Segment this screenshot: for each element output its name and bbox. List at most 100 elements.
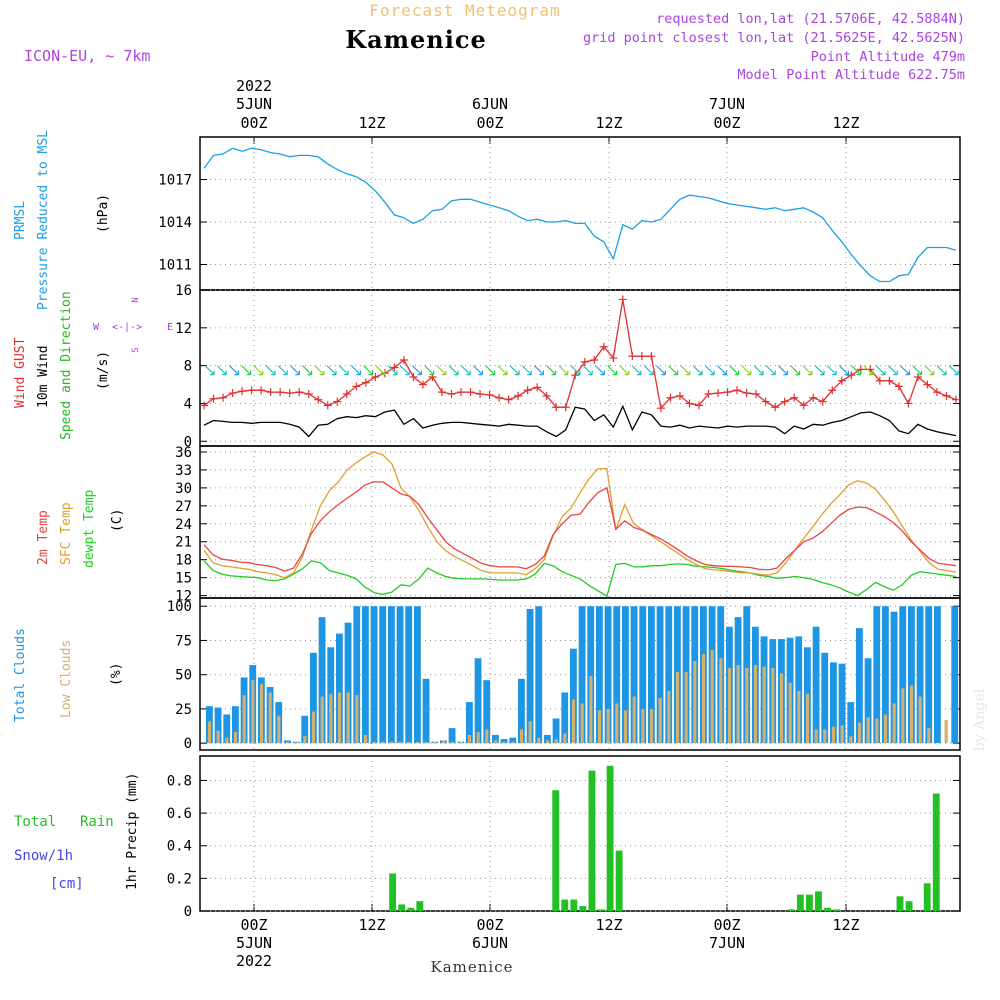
y-tick-label: 0 — [184, 904, 192, 920]
total-cloud-bar — [318, 617, 326, 744]
y-tick-label: 4 — [184, 396, 192, 412]
pressure-line — [203, 147, 957, 283]
wind-gust-marker — [647, 352, 656, 361]
low-cloud-bar — [753, 665, 758, 744]
y-tick-label: 0.2 — [167, 871, 192, 887]
y-tick-label: 50 — [175, 668, 192, 684]
total-clouds-label: Total Clouds — [13, 628, 28, 722]
y-tick-label: 36 — [175, 445, 192, 461]
y-tick-label: 75 — [175, 633, 192, 649]
rain-bar — [824, 907, 831, 911]
low-cloud-bar — [450, 741, 454, 744]
compass-s: S — [131, 347, 141, 352]
low-cloud-bar — [892, 703, 896, 744]
total-cloud-bar — [648, 606, 655, 744]
wind-gust-marker — [675, 391, 684, 400]
y-tick-label: 24 — [175, 517, 192, 533]
wind-gust-marker — [847, 371, 856, 380]
x-tick-label: 12Z — [358, 916, 385, 934]
footer-station: Kamenice — [431, 958, 514, 976]
pressure-panel-labels: PRMSL Pressure Reduced to MSL (hPa) — [13, 130, 111, 310]
wind-gust-marker — [514, 391, 523, 400]
y-tick-label: 0.4 — [167, 839, 192, 855]
wind-gust-marker — [799, 401, 808, 410]
low-cloud-bar — [667, 691, 671, 744]
wind-gust-marker — [409, 372, 418, 381]
low-cloud-bar — [225, 737, 229, 744]
total-cloud-bar — [414, 606, 421, 744]
wind-direction-arrow — [570, 365, 581, 376]
total-cloud-bar — [916, 606, 924, 744]
low-cloud-bar — [537, 737, 541, 744]
low-cloud-bar — [909, 685, 914, 744]
total-cloud-bar — [838, 663, 846, 744]
wind-direction-arrow — [582, 365, 593, 376]
wind-direction-arrow — [363, 365, 374, 376]
x-tick-label: 00Z — [476, 114, 503, 132]
x-tick-label: 12Z — [832, 916, 859, 934]
low-cloud-bar — [710, 650, 714, 744]
x-tick-label: 12Z — [595, 114, 622, 132]
wind-direction-arrow — [436, 365, 447, 376]
wind-direction-arrow — [399, 365, 410, 376]
wind-gust-marker — [809, 393, 818, 402]
wind-direction-arrow — [851, 365, 862, 376]
wind-direction-arrow — [228, 365, 239, 376]
rain-bar — [787, 909, 795, 911]
total-cloud-bar — [500, 739, 508, 744]
total-cloud-bar — [336, 633, 343, 744]
low-cloud-bar — [441, 740, 446, 744]
low-cloud-bar — [580, 703, 584, 744]
total-cloud-bar — [544, 734, 551, 744]
low-cloud-bar — [459, 741, 463, 744]
wind-gust-marker — [361, 378, 370, 387]
wind-gust-marker — [304, 390, 313, 398]
wind-gust-marker — [399, 355, 408, 364]
rain-bar — [579, 906, 587, 911]
rain-label: Rain — [80, 814, 114, 830]
point-altitude: Point Altitude 479m — [811, 49, 965, 65]
low-cloud-bar — [320, 696, 324, 744]
low-cloud-bar — [233, 732, 238, 744]
total-cloud-bar — [518, 678, 525, 744]
compass-e: E — [167, 322, 173, 333]
x-tick-label: 00Z — [240, 916, 267, 934]
low-cloud-bar — [797, 691, 801, 744]
total-cloud-bar — [899, 606, 907, 744]
total-cloud-bar — [639, 606, 647, 744]
low-cloud-bar — [675, 671, 680, 744]
low-cloud-bar — [242, 695, 246, 744]
wind-direction-arrow — [948, 365, 959, 376]
wind-gust-marker — [323, 401, 332, 410]
wind-gust-marker — [495, 393, 504, 402]
wind-direction-arrow — [692, 365, 703, 376]
total-cloud-bar — [232, 706, 239, 744]
wind-direction-arrow — [424, 365, 435, 376]
low-cloud-bar — [294, 741, 298, 744]
y-tick-label: 27 — [175, 499, 192, 515]
x-tick-label: 00Z — [713, 916, 740, 934]
credit-watermark: by Angel — [972, 688, 988, 751]
low-cloud-bar — [277, 715, 281, 744]
low-cloud-bar — [476, 732, 480, 744]
low-cloud-bar — [251, 680, 255, 744]
wind-gust-marker — [418, 380, 427, 389]
wind-direction-arrow — [814, 365, 825, 376]
total-cloud-bar — [535, 606, 543, 744]
total-cloud-bar — [587, 606, 595, 744]
wind-direction-arrow — [765, 365, 776, 376]
y-tick-label: 100 — [167, 599, 192, 615]
low-cloud-bar — [606, 708, 610, 744]
station-title: Kamenice — [345, 25, 487, 54]
panel-frame — [199, 755, 961, 912]
panel-3 — [199, 445, 961, 599]
wind-direction-arrow — [912, 365, 923, 376]
low-cloud-bar — [528, 721, 532, 744]
rain-bar — [606, 765, 614, 911]
wind-direction-arrow — [655, 365, 666, 376]
wind-gust-marker — [685, 399, 694, 408]
wind-gust-marker — [942, 391, 951, 400]
low-cloud-bar — [762, 666, 766, 744]
wind-direction-arrow — [594, 365, 605, 376]
